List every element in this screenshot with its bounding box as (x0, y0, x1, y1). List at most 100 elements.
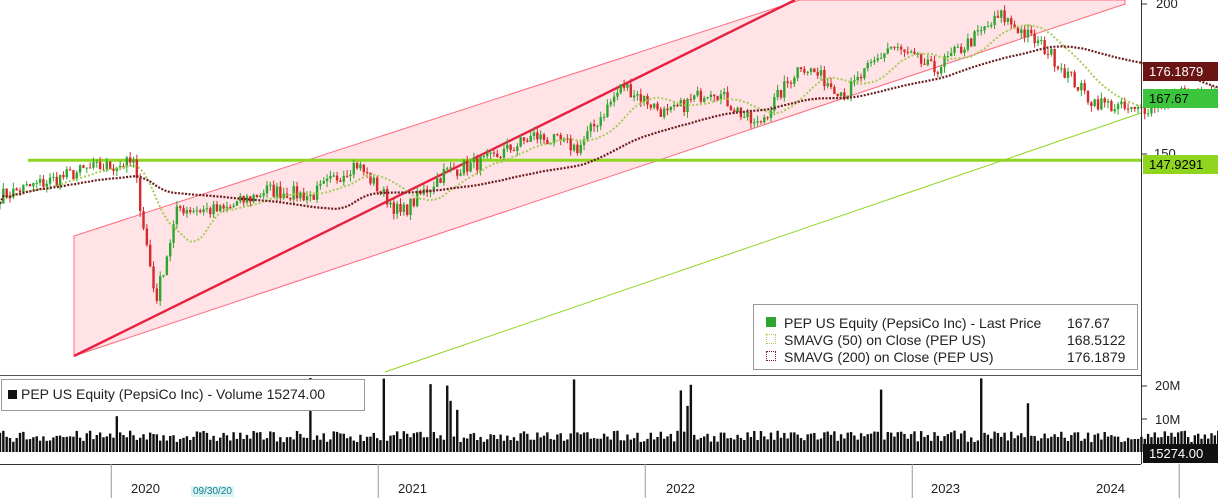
volume-bar (88, 430, 92, 452)
volume-bar (639, 441, 642, 452)
volume-bar (1003, 432, 1006, 452)
candle-body (669, 106, 673, 111)
volume-bar (963, 430, 966, 452)
volume-bar (1013, 438, 1016, 452)
volume-bar (602, 433, 606, 452)
volume-bar (32, 437, 35, 452)
volume-bar (299, 433, 302, 452)
volume-bar (209, 439, 212, 452)
volume-bar (1136, 438, 1140, 452)
candle-body (916, 53, 920, 55)
volume-bar (1030, 435, 1033, 452)
candle-body (415, 191, 419, 207)
volume-bar (586, 432, 589, 452)
x-tick-2022: 2022 (666, 481, 695, 496)
volume-bar (72, 436, 75, 452)
candle-body (606, 104, 609, 117)
candle-body (38, 179, 42, 183)
candle-body (956, 46, 960, 48)
volume-bar (1213, 435, 1217, 452)
volume-bar (82, 440, 85, 452)
volume-bar (395, 431, 399, 452)
volume-bar (145, 439, 149, 452)
candle-body (656, 103, 659, 110)
volume-bar (803, 440, 806, 452)
volume-bar (452, 436, 456, 452)
candle-body (195, 210, 199, 212)
volume-bar (235, 438, 239, 452)
volume-bar (1086, 432, 1090, 452)
volume-bar (1063, 437, 1066, 452)
volume-bar (205, 432, 209, 452)
candle-body (1016, 27, 1020, 34)
candle-body (165, 256, 169, 276)
volume-bar (229, 440, 232, 452)
candle-body (869, 61, 873, 64)
volume-bar (35, 436, 38, 452)
candle-body (472, 158, 476, 163)
candle-body (379, 191, 382, 193)
volume-bar (1100, 439, 1103, 452)
candle-body (159, 276, 162, 301)
candle-body (866, 63, 869, 69)
candle-body (609, 101, 612, 105)
volume-bar (679, 390, 683, 452)
candle-body (45, 183, 48, 187)
volume-bar (529, 439, 532, 452)
candle-body (1113, 109, 1116, 112)
candle-body (392, 202, 396, 214)
volume-bar (502, 440, 506, 452)
candle-body (682, 100, 686, 112)
volume-bar (239, 432, 242, 452)
volume-bar (943, 436, 946, 452)
volume-bar (42, 436, 45, 452)
candle-body (719, 94, 723, 101)
volume-bar (489, 434, 492, 452)
trend-channel (73, 0, 1126, 357)
candle-body (142, 211, 145, 229)
candle-body (1150, 103, 1153, 114)
candle-body (886, 48, 889, 54)
volume-bar (599, 438, 602, 452)
volume-bar (659, 431, 663, 452)
volume-bar (799, 438, 803, 452)
volume-bar (853, 435, 856, 452)
candle-body (409, 198, 412, 215)
volume-bar (319, 439, 322, 452)
candle-body (599, 117, 602, 126)
candle-body (269, 184, 272, 186)
candle-body (699, 90, 703, 102)
volume-bar (753, 431, 756, 452)
volume-bar (38, 440, 42, 452)
candle-body (162, 275, 165, 277)
volume-bar (896, 432, 899, 452)
candle-body (1130, 106, 1133, 109)
candle-body (749, 111, 753, 124)
volume-bar (462, 437, 466, 452)
candle-body (452, 167, 456, 170)
volume-bar (1146, 433, 1150, 452)
volume-bar (1083, 438, 1086, 452)
volume-bar (415, 432, 419, 452)
legend-value-price: 167.67 (1067, 315, 1110, 331)
volume-bar (289, 436, 292, 452)
volume-bar (923, 436, 926, 452)
candle-body (412, 198, 416, 207)
candle-body (62, 175, 65, 178)
sma50-line (0, 24, 1218, 243)
volume-bar (526, 433, 529, 452)
volume-bar (903, 433, 906, 452)
volume-bar (766, 439, 769, 452)
sma200-line (0, 45, 1218, 210)
volume-bar (622, 440, 626, 452)
volume-bar (135, 439, 139, 452)
y-axis-ticks (1141, 3, 1147, 420)
volume-bar (1010, 431, 1013, 452)
volume-bar (632, 438, 636, 452)
volume-bar (282, 442, 285, 452)
candle-body (779, 89, 783, 98)
candle-body (315, 185, 319, 200)
volume-bar (122, 435, 125, 452)
candle-body (439, 178, 442, 183)
volume-bar (1133, 439, 1136, 452)
